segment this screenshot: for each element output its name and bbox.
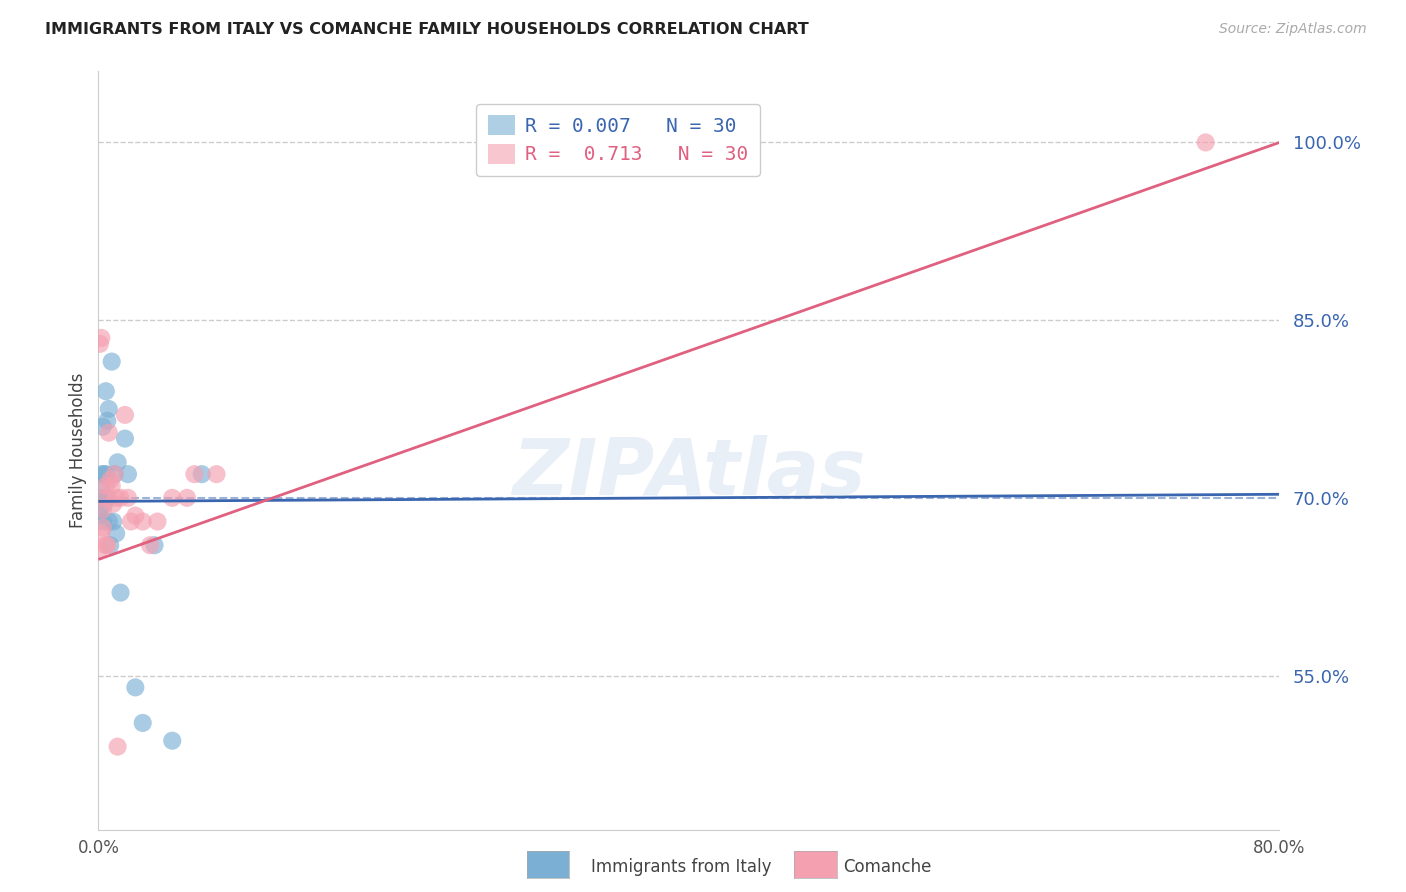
Point bbox=[89, 502, 111, 516]
Point bbox=[648, 159, 671, 173]
Text: Source: ZipAtlas.com: Source: ZipAtlas.com bbox=[1219, 22, 1367, 37]
Point bbox=[98, 473, 121, 487]
Point bbox=[93, 467, 115, 482]
Text: Immigrants from Italy: Immigrants from Italy bbox=[591, 858, 770, 876]
Point bbox=[91, 515, 114, 529]
Point bbox=[143, 538, 166, 552]
Point bbox=[96, 414, 118, 428]
Point bbox=[114, 408, 136, 422]
Point bbox=[90, 479, 112, 493]
Point bbox=[100, 354, 122, 368]
Point bbox=[89, 491, 111, 505]
Point bbox=[110, 585, 132, 599]
Point bbox=[114, 432, 136, 446]
Point bbox=[96, 491, 118, 505]
Point bbox=[146, 515, 169, 529]
Point bbox=[87, 544, 110, 558]
Point bbox=[93, 497, 115, 511]
Point bbox=[1195, 136, 1218, 150]
Point bbox=[96, 538, 118, 552]
Point bbox=[110, 491, 132, 505]
Point bbox=[103, 515, 125, 529]
Text: IMMIGRANTS FROM ITALY VS COMANCHE FAMILY HOUSEHOLDS CORRELATION CHART: IMMIGRANTS FROM ITALY VS COMANCHE FAMILY… bbox=[45, 22, 808, 37]
Point bbox=[105, 526, 128, 541]
Y-axis label: Family Households: Family Households bbox=[69, 373, 87, 528]
Point bbox=[94, 479, 117, 493]
Point bbox=[100, 479, 122, 493]
Point bbox=[94, 538, 117, 552]
Point bbox=[107, 739, 129, 754]
Point bbox=[124, 681, 146, 695]
Point bbox=[191, 467, 214, 482]
Point bbox=[91, 520, 114, 534]
Point bbox=[97, 425, 120, 440]
Point bbox=[107, 455, 129, 469]
Point bbox=[91, 419, 114, 434]
Point bbox=[97, 402, 120, 417]
Point bbox=[94, 384, 117, 399]
Point bbox=[132, 715, 155, 730]
Point bbox=[105, 491, 128, 505]
Point bbox=[98, 538, 121, 552]
Point bbox=[120, 515, 142, 529]
Point bbox=[162, 491, 183, 505]
Point bbox=[104, 467, 127, 482]
Point bbox=[162, 733, 183, 747]
Point bbox=[93, 491, 115, 505]
Legend: R = 0.007   N = 30, R =  0.713   N = 30: R = 0.007 N = 30, R = 0.713 N = 30 bbox=[477, 103, 759, 176]
Point bbox=[89, 336, 111, 351]
Text: ZIPAtlas: ZIPAtlas bbox=[512, 435, 866, 511]
Point bbox=[97, 515, 120, 529]
Point bbox=[117, 491, 139, 505]
Point bbox=[90, 526, 112, 541]
Point bbox=[94, 467, 117, 482]
Point bbox=[104, 467, 127, 482]
Point bbox=[90, 467, 112, 482]
Point bbox=[91, 502, 114, 516]
Point bbox=[176, 491, 198, 505]
Point bbox=[90, 331, 112, 345]
Point bbox=[139, 538, 162, 552]
Point bbox=[124, 508, 146, 523]
Point bbox=[117, 467, 139, 482]
Point bbox=[132, 515, 155, 529]
Point bbox=[87, 508, 110, 523]
Point bbox=[183, 467, 205, 482]
Text: Comanche: Comanche bbox=[844, 858, 932, 876]
Point bbox=[205, 467, 228, 482]
Point bbox=[103, 497, 125, 511]
